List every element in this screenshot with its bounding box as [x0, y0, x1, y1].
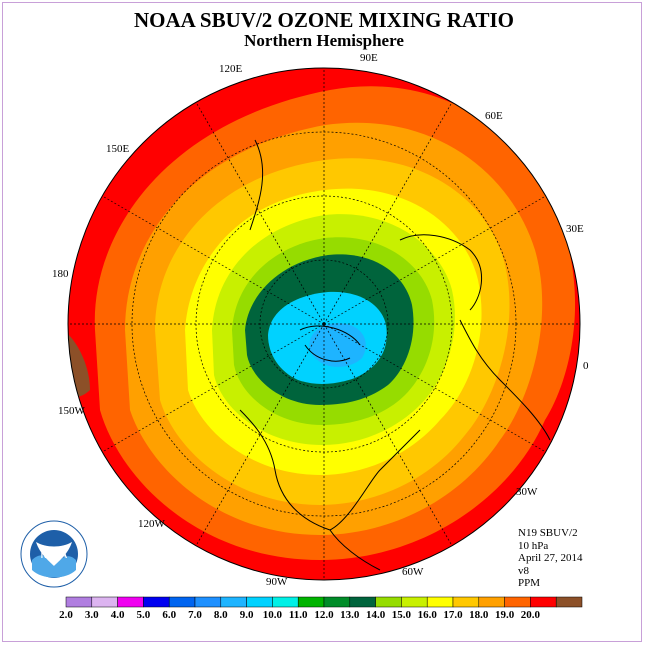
colorbar-swatch	[65, 596, 93, 608]
info-units: PPM	[518, 577, 541, 589]
lon-label-120e: 120E	[219, 63, 243, 75]
info-level: 10 hPa	[518, 539, 549, 552]
colorbar-swatch	[143, 596, 170, 608]
colorbar-swatch	[401, 596, 428, 608]
colorbar-tick-label: 15.0	[391, 609, 412, 621]
svg-text:NOAA: NOAA	[41, 550, 68, 560]
colorbar-swatch	[478, 596, 505, 608]
band-8	[309, 323, 366, 367]
colorbar-swatch	[555, 596, 583, 608]
lon-label-90e: 90E	[360, 52, 378, 64]
colorbar-swatch	[297, 596, 325, 608]
meridian-line	[323, 195, 546, 325]
colorbar-tick-label: 18.0	[469, 609, 489, 621]
info-version: v8	[518, 564, 529, 577]
colorbar-swatch	[194, 596, 222, 608]
colorbar-swatch	[375, 596, 402, 608]
meridian-line	[323, 323, 546, 453]
meridian-line	[323, 323, 453, 546]
info-date: April 27, 2014	[518, 552, 583, 564]
lon-label-30w: 30W	[516, 486, 538, 498]
colorbar-tick-label: 12.0	[314, 609, 334, 621]
meridian-line	[195, 102, 325, 325]
plot-frame	[2, 2, 642, 642]
colorbar-tick-label: 17.0	[443, 609, 463, 621]
colorbar-tick-label: 16.0	[417, 609, 437, 621]
colorbar-tick-label: 19.0	[494, 609, 515, 621]
colorbar-swatch	[246, 596, 273, 608]
info-satellite: N19 SBUV/2	[518, 527, 578, 539]
colorbar-tick-label: 6.0	[162, 609, 177, 621]
colorbar-tick-label: 9.0	[239, 609, 254, 621]
lon-label-60w: 60W	[402, 566, 424, 578]
colorbar-swatch	[220, 596, 247, 608]
colorbar-tick-label: 13.0	[340, 609, 360, 621]
map-subtitle: Northern Hemisphere	[244, 31, 404, 50]
colorbar-swatch	[530, 596, 557, 608]
colorbar-tick-label: 5.0	[136, 609, 151, 621]
meridian-line	[323, 102, 453, 325]
colorbar-tick-label: 8.0	[213, 609, 228, 621]
colorbar-swatch	[117, 596, 144, 608]
colorbar-tick-label: 10.0	[262, 609, 283, 621]
colorbar-swatch	[323, 596, 351, 608]
brown-band	[68, 330, 90, 398]
lon-label-150w: 150W	[58, 405, 85, 417]
map-title: NOAA SBUV/2 OZONE MIXING RATIO	[134, 8, 514, 32]
colorbar-swatch	[504, 596, 531, 608]
colorbar-tick-label: 4.0	[110, 609, 125, 621]
meridian-line	[102, 195, 325, 325]
colorbar-tick-label: 11.0	[288, 609, 308, 621]
lon-label-90w: 90W	[266, 576, 288, 588]
colorbar-tick-label: 2.0	[59, 609, 73, 621]
coastline-outlines	[239, 139, 551, 571]
lon-label-60e: 60E	[485, 110, 503, 122]
colorbar-swatch	[349, 596, 376, 608]
colorbar-swatch	[168, 596, 196, 608]
colorbar-tick-label: 3.0	[84, 609, 99, 621]
meridian-line	[195, 323, 325, 546]
colorbar-tick-label: 14.0	[365, 609, 386, 621]
colorbar-swatch	[272, 596, 299, 608]
colorbar-tick-label: 20.0	[520, 609, 541, 621]
noaa-logo: NOAA	[20, 520, 88, 588]
colorbar-swatch	[452, 596, 480, 608]
meridian-line	[102, 323, 325, 453]
lon-label-150e: 150E	[106, 143, 130, 155]
lon-label-30e: 30E	[566, 223, 584, 235]
lon-label-180: 180	[52, 268, 69, 280]
lon-label-0: 0	[583, 360, 589, 372]
colorbar-swatch	[91, 596, 118, 608]
info-block: N19 SBUV/2 10 hPa April 27, 2014 v8 PPM	[518, 527, 582, 590]
lon-label-120w: 120W	[138, 518, 165, 530]
colorbar-tick-label: 7.0	[188, 609, 202, 621]
colorbar-swatch	[426, 596, 454, 608]
